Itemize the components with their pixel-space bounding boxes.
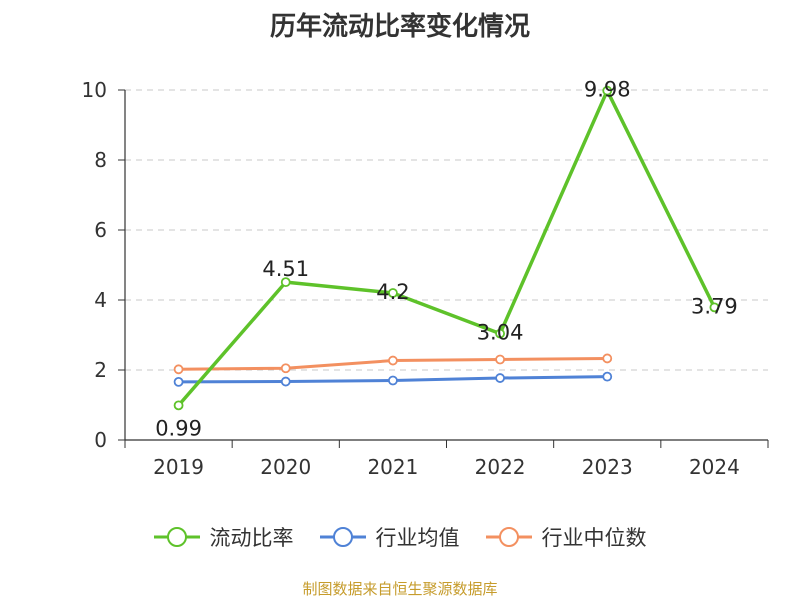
x-tick-label: 2024 [689,455,740,479]
data-point [173,400,184,411]
data-label: 4.51 [262,257,309,281]
legend-marker [498,527,519,547]
y-tick-label: 10 [82,78,107,102]
data-point [602,353,613,364]
data-point [280,277,291,288]
y-tick-label: 8 [94,148,107,172]
x-tick-label: 2023 [582,455,633,479]
x-tick-label: 2019 [153,455,204,479]
data-point [602,85,613,96]
data-label: 0.99 [155,416,202,440]
data-point [173,376,184,387]
legend-item[interactable]: 流动比率 [153,522,294,552]
data-label: 9.98 [584,78,631,102]
legend-item[interactable]: 行业均值 [319,522,460,552]
data-label: 4.2 [376,280,409,304]
data-point [602,371,613,382]
data-point [495,373,505,383]
x-tick-label: 2022 [475,455,526,479]
data-label: 3.04 [477,321,524,345]
legend-label: 行业中位数 [541,526,647,550]
data-point [709,302,720,313]
legend-label: 流动比率 [209,526,294,550]
y-tick-label: 4 [94,288,107,312]
legend-marker [332,527,353,547]
legend-swatch [319,527,366,547]
legend-label: 行业均值 [375,526,460,550]
data-point [280,363,291,374]
x-tick-label: 2021 [367,455,418,479]
x-tick-label: 2020 [260,455,311,479]
chart-title: 历年流动比率变化情况 [269,12,530,42]
data-label: 3.79 [691,294,738,318]
y-tick-label: 0 [94,428,107,452]
legend: 流动比率 行业均值 行业中位数 [0,520,800,554]
data-point [388,355,398,366]
source-note: 制图数据来自恒生聚源数据库 [302,580,498,598]
legend-item[interactable]: 行业中位数 [485,522,647,552]
data-point [173,364,184,375]
data-point [495,354,505,365]
data-point [495,328,505,339]
data-point [388,375,398,386]
data-point [388,288,398,298]
legend-swatch [153,527,200,547]
y-tick-label: 6 [94,218,107,242]
legend-marker [166,527,187,547]
series-line [177,88,716,407]
data-point [280,376,291,387]
y-tick-label: 2 [94,358,107,382]
legend-swatch [485,527,532,547]
